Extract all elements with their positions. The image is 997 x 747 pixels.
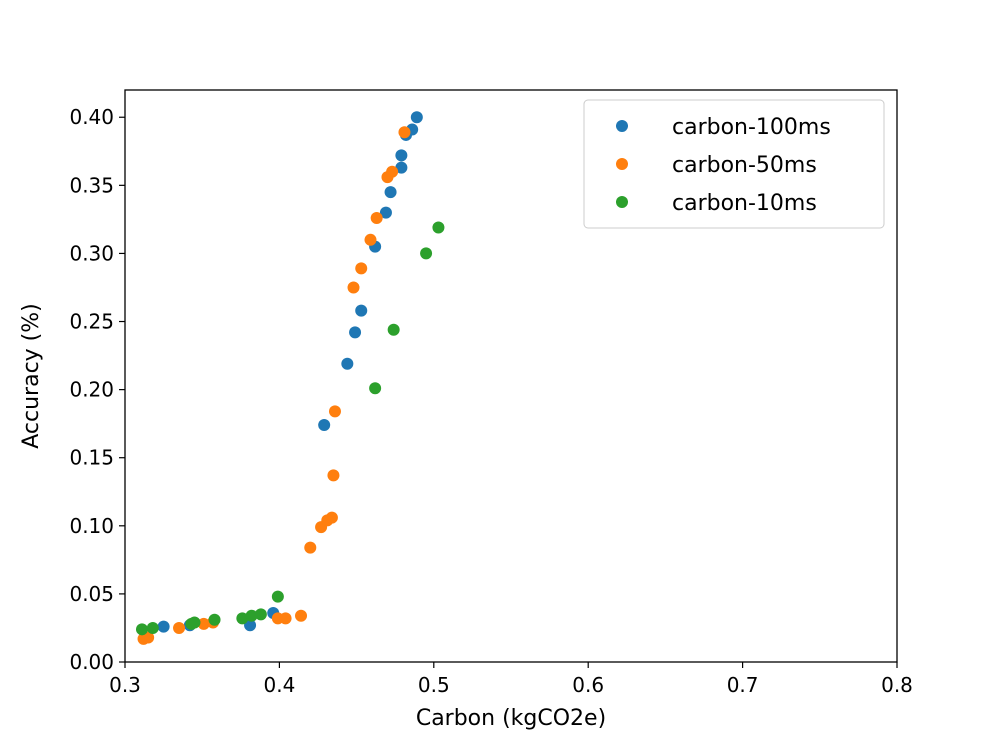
y-axis: 0.00 0.05 0.10 0.15 0.20 0.25 0.30 0.35 0.40: [69, 105, 125, 674]
data-point: [146, 621, 159, 634]
y-tick-label: 0.10: [69, 514, 114, 538]
data-point: [197, 617, 210, 630]
data-point: [355, 262, 368, 275]
y-tick-label: 0.15: [69, 446, 114, 470]
data-point: [386, 165, 399, 178]
data-point: [188, 616, 201, 629]
data-point: [245, 609, 258, 622]
data-point: [318, 419, 331, 432]
data-point: [341, 357, 354, 370]
data-point: [395, 149, 408, 162]
data-point: [395, 161, 408, 174]
data-point: [370, 212, 383, 225]
data-point: [327, 469, 340, 482]
data-point: [432, 221, 445, 234]
data-point: [208, 613, 221, 626]
data-point: [157, 620, 170, 633]
legend-marker: [616, 120, 628, 132]
data-point: [279, 612, 292, 625]
legend: carbon-100ms carbon-50ms carbon-10ms: [583, 99, 885, 229]
data-point: [410, 111, 423, 124]
x-axis-title: Carbon (kgCO2e): [416, 706, 606, 731]
data-point: [304, 541, 317, 554]
legend-label: carbon-100ms: [672, 115, 831, 140]
x-tick-label: 0.3: [109, 673, 141, 697]
x-tick-label: 0.5: [418, 673, 450, 697]
series-carbon-10ms: [135, 221, 445, 636]
y-tick-label: 0.30: [69, 241, 114, 265]
data-point: [271, 590, 284, 603]
y-tick-label: 0.25: [69, 310, 114, 334]
x-tick-label: 0.8: [881, 673, 913, 697]
data-point: [295, 609, 308, 622]
data-point: [355, 304, 368, 317]
y-tick-label: 0.40: [69, 105, 114, 129]
data-point: [384, 186, 397, 199]
data-point: [369, 382, 382, 395]
legend-marker: [616, 196, 628, 208]
y-tick-label: 0.05: [69, 582, 114, 606]
data-point: [387, 323, 400, 336]
data-point: [244, 619, 257, 632]
data-point: [347, 281, 360, 294]
data-point: [142, 631, 155, 644]
data-point: [328, 405, 341, 418]
data-point: [379, 206, 392, 219]
x-tick-label: 0.4: [263, 673, 295, 697]
data-marks: [135, 111, 445, 645]
data-point: [236, 612, 249, 625]
data-point: [254, 608, 267, 621]
legend-marker: [616, 158, 628, 170]
data-point: [349, 326, 362, 339]
data-point: [173, 621, 186, 634]
plot-frame: [124, 89, 898, 663]
data-point: [135, 623, 148, 636]
y-tick-label: 0.00: [69, 650, 114, 674]
legend-label: carbon-10ms: [672, 191, 817, 216]
x-tick-label: 0.6: [572, 673, 604, 697]
legend-box: [583, 99, 885, 229]
legend-label: carbon-50ms: [672, 153, 817, 178]
x-tick-label: 0.7: [727, 673, 759, 697]
x-axis: 0.3 0.4 0.5 0.6 0.7 0.8: [109, 662, 913, 697]
y-tick-label: 0.20: [69, 378, 114, 402]
data-point: [420, 247, 433, 260]
y-tick-label: 0.35: [69, 173, 114, 197]
data-point: [398, 126, 411, 139]
data-point: [364, 233, 377, 246]
data-point: [325, 511, 338, 524]
y-axis-title: Accuracy (%): [19, 303, 44, 449]
